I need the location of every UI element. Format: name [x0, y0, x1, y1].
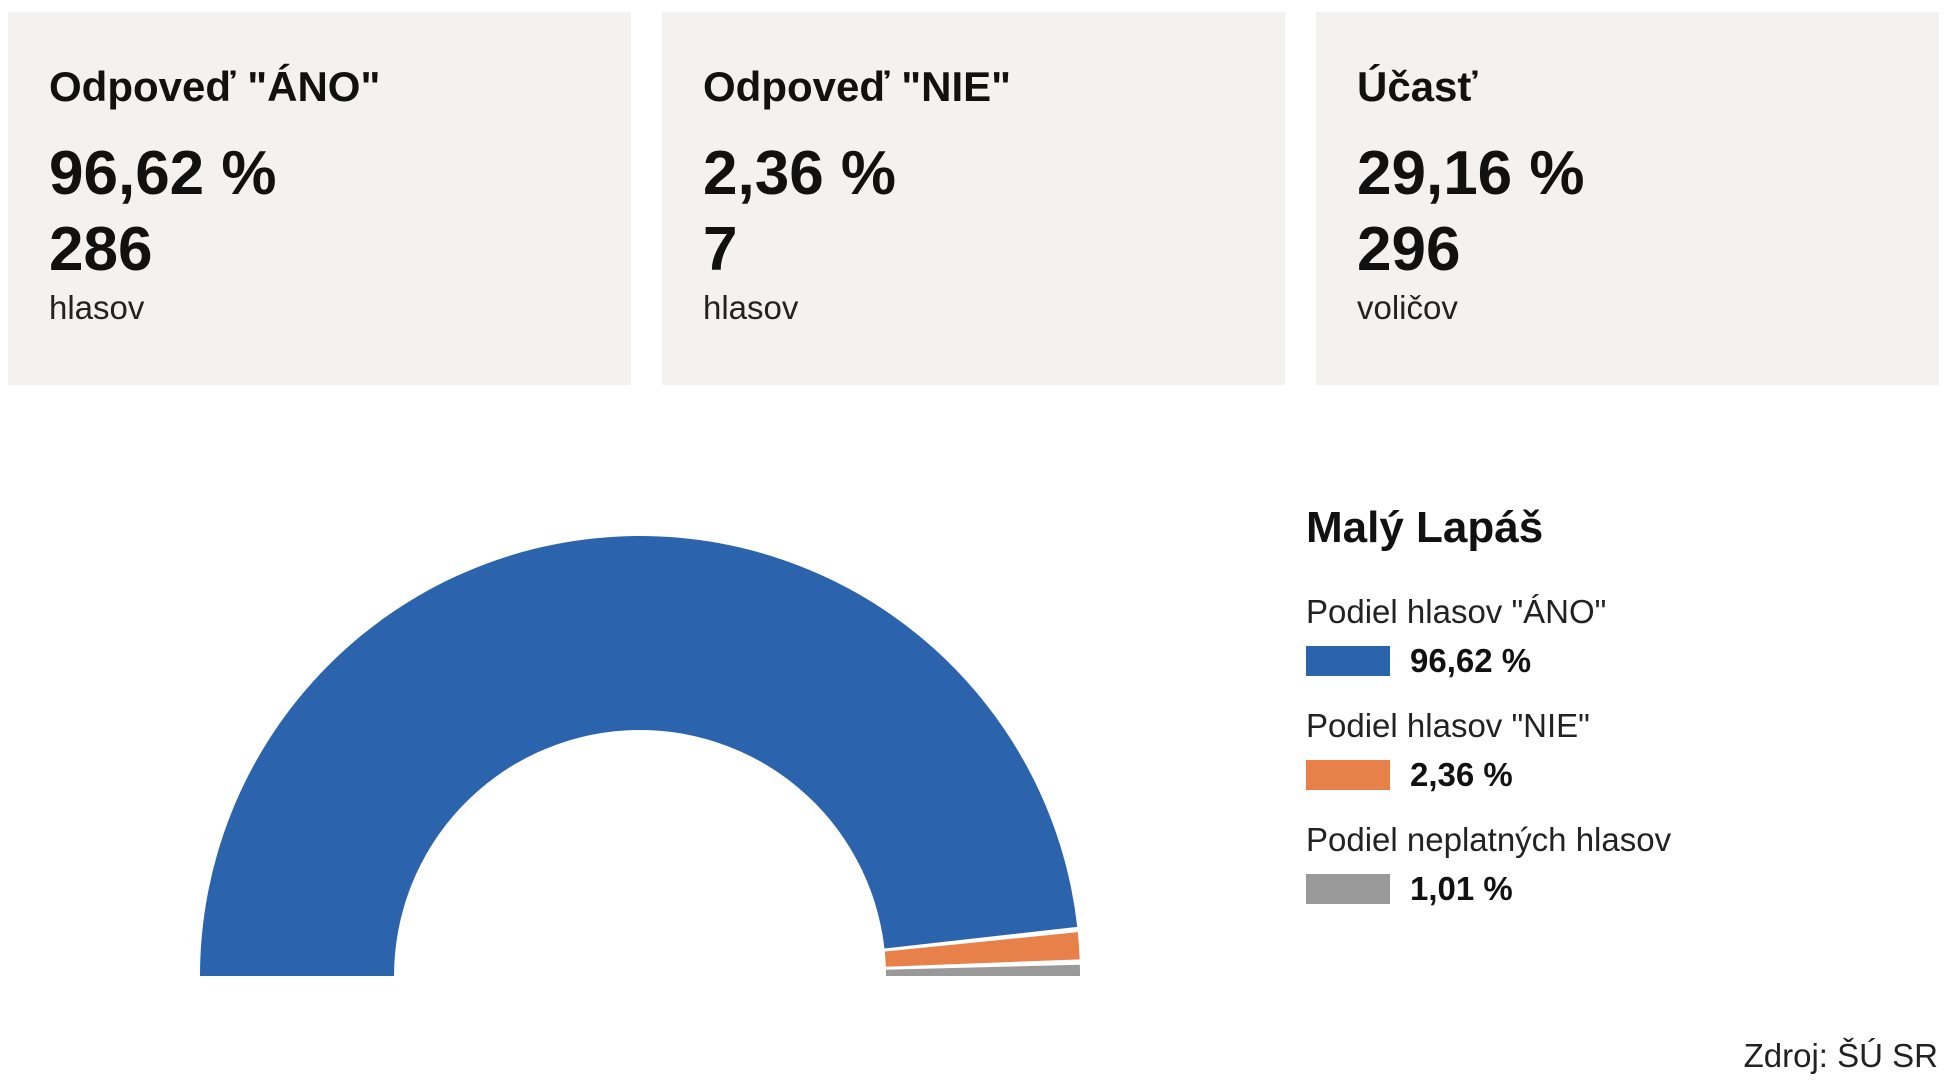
legend-title: Malý Lapáš	[1306, 503, 1544, 552]
legend-value-invalid: 1,01 %	[1410, 870, 1513, 907]
card-no-unit: hlasov	[703, 289, 799, 326]
card-yes: Odpoveď "ÁNO" 96,62 % 286 hlasov	[8, 12, 631, 385]
donut-slice-yes	[200, 536, 1078, 976]
legend-label-yes: Podiel hlasov "ÁNO"	[1306, 593, 1607, 630]
legend-value-yes: 96,62 %	[1410, 642, 1532, 679]
card-yes-unit: hlasov	[49, 289, 145, 326]
legend-item-yes: Podiel hlasov "ÁNO" 96,62 %	[1306, 592, 1906, 678]
card-no-title: Odpoveď "NIE"	[703, 63, 1012, 110]
card-turnout: Účasť 29,16 % 296 voličov	[1316, 12, 1939, 385]
card-no-count: 7	[703, 215, 738, 284]
source-note: Zdroj: ŠÚ SR	[1743, 1037, 1938, 1074]
legend-label-no: Podiel hlasov "NIE"	[1306, 707, 1590, 744]
card-yes-percent: 96,62 %	[49, 139, 277, 208]
summary-cards: Odpoveď "ÁNO" 96,62 % 286 hlasov Odpoveď…	[8, 12, 1940, 385]
legend-item-no: Podiel hlasov "NIE" 2,36 %	[1306, 706, 1906, 792]
semicircle-donut-chart	[200, 536, 1080, 976]
card-yes-count: 286	[49, 215, 153, 284]
card-turnout-percent: 29,16 %	[1357, 139, 1585, 208]
card-no-percent: 2,36 %	[703, 139, 897, 208]
card-turnout-title: Účasť	[1357, 63, 1478, 110]
card-turnout-count: 296	[1357, 215, 1461, 284]
legend-value-no: 2,36 %	[1410, 756, 1513, 793]
legend-label-invalid: Podiel neplatných hlasov	[1306, 821, 1672, 858]
card-yes-title: Odpoveď "ÁNO"	[49, 63, 381, 110]
legend-swatch-yes	[1306, 646, 1390, 676]
legend-item-invalid: Podiel neplatných hlasov 1,01 %	[1306, 820, 1906, 906]
chart-legend: Malý Lapáš Podiel hlasov "ÁNO" 96,62 % P…	[1306, 500, 1906, 906]
legend-swatch-invalid	[1306, 874, 1390, 904]
donut-slice-invalid	[885, 964, 1080, 976]
card-turnout-unit: voličov	[1357, 289, 1458, 326]
card-no: Odpoveď "NIE" 2,36 % 7 hlasov	[662, 12, 1285, 385]
donut-slice-no	[884, 932, 1080, 967]
legend-swatch-no	[1306, 760, 1390, 790]
